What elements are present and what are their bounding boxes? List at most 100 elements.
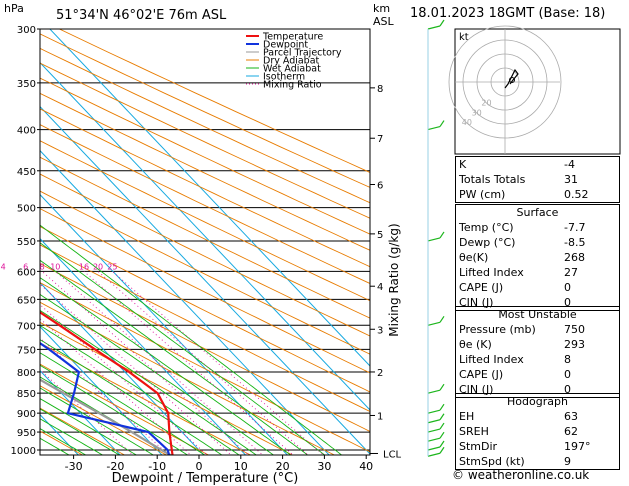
mixing-ratio-line [97, 271, 309, 455]
x-tick-label: 40 [359, 460, 373, 473]
mixing-ratio-label-16: 16 [79, 262, 89, 271]
stat-row: Lifted Index 27 [456, 265, 620, 280]
stat-row: EH 63 [456, 409, 620, 424]
wet-adiabat-line [40, 352, 206, 455]
hodograph-ring-label: 20 [481, 99, 491, 108]
temperature-line [40, 311, 174, 455]
wind-barb [427, 452, 441, 457]
wind-barb [427, 25, 441, 30]
isotherm-line [49, 29, 370, 367]
stat-value: 268 [564, 251, 585, 264]
stat-label: StmDir [459, 440, 498, 453]
x-tick-label: -10 [148, 460, 166, 473]
location-title: 51°34'N 46°02'E 76m ASL [56, 8, 227, 23]
stat-label: Dewp (°C) [459, 236, 516, 249]
stat-row: Temp (°C) -7.7 [456, 220, 620, 235]
dry-adiabat-line [40, 244, 370, 412]
dry-adiabat-line [40, 62, 370, 219]
stat-label: EH [459, 410, 475, 423]
km-label-7: 7 [377, 134, 383, 145]
km-label-8: 8 [377, 84, 383, 95]
stat-label: K [459, 158, 467, 171]
isotherm-line [40, 149, 330, 455]
isotherm-line [40, 325, 163, 455]
pressure-label-650: 650 [17, 295, 36, 306]
x-tick-label: -30 [65, 460, 83, 473]
wet-adiabat-line [40, 259, 309, 455]
stat-value: 0 [564, 296, 571, 309]
pressure-label-800: 800 [17, 368, 36, 379]
lcl-label: LCL [383, 449, 402, 460]
stat-value: 0 [564, 281, 571, 294]
dry-adiabat-line [40, 208, 370, 374]
pressure-label-1000: 1000 [11, 446, 36, 457]
stat-row: CAPE (J) 0 [456, 280, 620, 295]
pressure-label-450: 450 [17, 167, 36, 178]
pressure-label-750: 750 [17, 345, 36, 356]
dry-adiabat-line [40, 407, 126, 455]
pressure-label-550: 550 [17, 237, 36, 248]
stat-label: θe (K) [459, 338, 492, 351]
isotherm-line [0, 17, 6, 467]
legend-label-4: Wet Adiabat [263, 64, 321, 75]
dry-adiabat-line [40, 282, 370, 453]
wind-barb [427, 237, 441, 242]
stat-row: K -4 [456, 157, 620, 173]
stat-value: 750 [564, 323, 585, 336]
mixing-ratio-line [112, 271, 325, 455]
stat-label: Pressure (mb) [459, 323, 536, 336]
stat-row: StmSpd (kt) 9 [456, 454, 620, 470]
stat-row: CAPE (J) 0 [456, 367, 620, 382]
stat-value: -8.5 [564, 236, 586, 249]
x-axis-label: Dewpoint / Temperature (°C) [112, 471, 299, 486]
stat-label: Temp (°C) [459, 221, 514, 234]
legend-label-3: Dry Adiabat [263, 56, 320, 67]
stat-label: θe(K) [459, 251, 489, 264]
section-title: Hodograph [507, 395, 568, 408]
stat-value: 293 [564, 338, 585, 351]
stat-label: SREH [459, 425, 489, 438]
dry-adiabat-line [40, 156, 370, 319]
dry-adiabat-line [40, 124, 370, 284]
stat-label: CAPE (J) [459, 281, 504, 294]
stat-row: Dewp (°C) -8.5 [456, 235, 620, 250]
mixing-ratio-line [40, 283, 232, 455]
stat-value: 27 [564, 266, 578, 279]
wind-barb [427, 428, 441, 433]
mixing-ratio-line [40, 318, 192, 455]
stat-row: θe (K) 293 [456, 337, 620, 352]
stat-value: 0 [564, 383, 571, 396]
km-label-1: 1 [377, 411, 383, 422]
isotherm-line [40, 105, 370, 455]
indices-box: K -4 Totals Totals 31 PW (cm) 0.52 [455, 156, 620, 203]
dry-adiabat-line [40, 430, 84, 455]
mixing-ratio-axis-label: Mixing Ratio (g/kg) [387, 223, 401, 336]
isotherm-line [40, 193, 289, 455]
x-tick-label: 0 [196, 460, 203, 473]
hodograph-ring-label: 40 [462, 118, 472, 127]
most-unstable-box: Most Unstable Pressure (mb) 750 θe (K) 293 Li… [455, 306, 620, 398]
km-label-6: 6 [377, 180, 383, 191]
wet-adiabat-line [40, 324, 240, 455]
wind-barb [427, 437, 441, 442]
wet-adiabat-line [40, 398, 138, 455]
dry-adiabat-line [40, 108, 370, 268]
dry-adiabat-line [40, 190, 370, 355]
pressure-label-300: 300 [17, 25, 36, 36]
wind-barb [427, 126, 441, 131]
pressure-label-700: 700 [17, 321, 36, 332]
hodograph-frame [454, 28, 621, 155]
wet-adiabat-line [40, 418, 104, 455]
mixing-ratio-label-8: 8 [40, 262, 45, 271]
isotherm-line [40, 237, 247, 455]
km-label-2: 2 [377, 368, 383, 379]
km-label-3: 3 [377, 325, 383, 336]
km-label-4: 4 [377, 282, 383, 293]
x-tick-label: 30 [317, 460, 331, 473]
km-unit: km [373, 2, 390, 15]
isotherm-line [40, 61, 370, 411]
dry-adiabat-line [40, 92, 370, 251]
wet-adiabat-line [40, 339, 223, 455]
